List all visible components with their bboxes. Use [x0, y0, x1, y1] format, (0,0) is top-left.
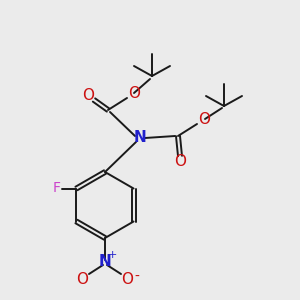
Text: O: O	[174, 154, 186, 169]
Text: -: -	[135, 270, 140, 284]
Text: N: N	[134, 130, 146, 146]
Text: N: N	[99, 254, 111, 268]
Text: O: O	[82, 88, 94, 103]
Text: O: O	[121, 272, 133, 286]
Text: +: +	[107, 250, 117, 260]
Text: O: O	[128, 86, 140, 101]
Text: O: O	[76, 272, 88, 286]
Text: F: F	[52, 182, 60, 196]
Text: O: O	[198, 112, 210, 128]
